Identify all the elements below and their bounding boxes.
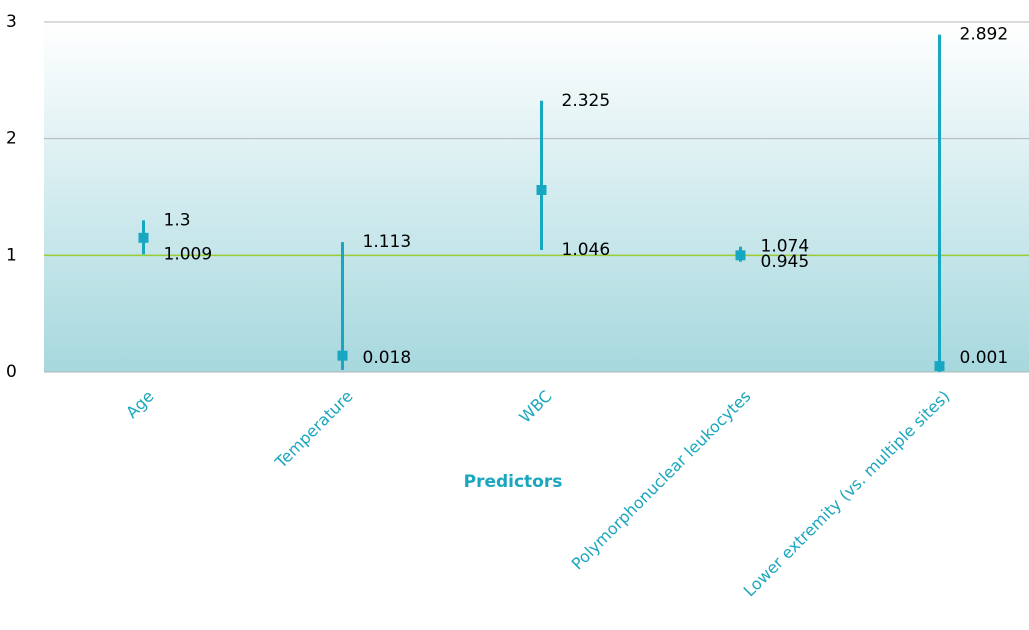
x-tick-label: Polymorphonuclear leukocytes	[568, 387, 755, 574]
low-label: 1.046	[562, 240, 611, 260]
x-tick-label: Lower extremity (vs. multiple sites)	[740, 387, 954, 601]
y-tick-label: 3	[6, 12, 17, 32]
y-tick-label: 1	[6, 245, 17, 265]
x-tick-label: Temperature	[271, 387, 357, 473]
point-estimate	[735, 250, 746, 261]
y-tick-label: 2	[6, 129, 17, 149]
plot-area	[44, 22, 1029, 372]
point-estimate	[934, 361, 945, 372]
y-tick-label: 0	[6, 362, 17, 382]
x-tick-label: WBC	[515, 387, 555, 427]
point-estimate	[138, 232, 149, 243]
x-tick-label: Age	[122, 387, 157, 422]
point-estimate	[536, 185, 547, 195]
low-label: 0.945	[761, 252, 810, 272]
x-axis-label: Predictors	[464, 472, 563, 492]
high-label: 2.325	[562, 91, 611, 111]
low-label: 0.018	[363, 348, 412, 368]
low-label: 1.009	[164, 244, 213, 264]
high-label: 1.113	[363, 232, 412, 252]
high-label: 2.892	[960, 25, 1009, 45]
high-label: 1.074	[761, 237, 810, 257]
point-estimate	[337, 350, 348, 361]
high-label: 1.3	[164, 210, 191, 230]
low-label: 0.001	[960, 348, 1009, 368]
